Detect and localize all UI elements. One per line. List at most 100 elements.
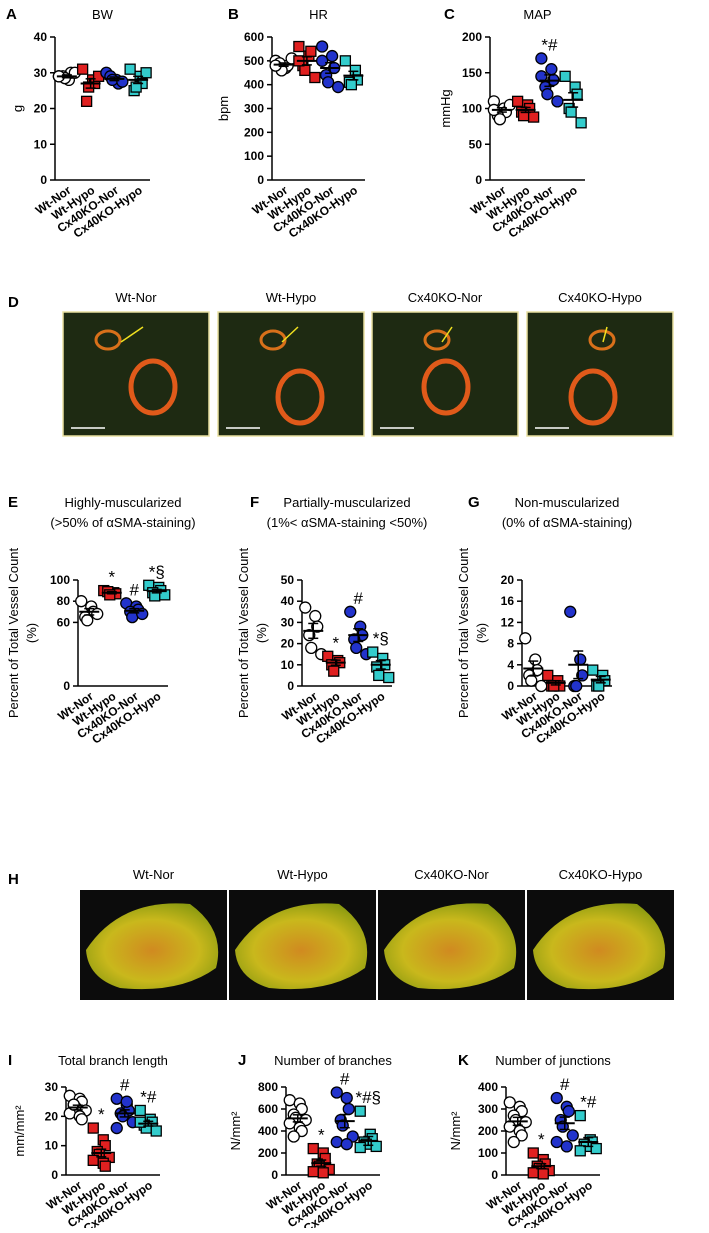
y-tick-label: 50: [469, 137, 483, 151]
data-point: [383, 671, 395, 684]
y-tick-label: 100: [244, 149, 264, 163]
significance-mark: *: [538, 1130, 545, 1149]
panel-label: A: [6, 6, 17, 23]
vessel: [128, 358, 178, 416]
data-point: [507, 1135, 520, 1149]
data-point: [309, 71, 321, 84]
data-point: [80, 95, 93, 107]
data-point: [328, 665, 340, 677]
chart-title: Non-muscularized: [515, 495, 620, 510]
data-point: [134, 1104, 146, 1117]
data-point: [81, 614, 94, 627]
data-point: [307, 1166, 319, 1178]
image-title: Wt-Hypo: [266, 290, 317, 305]
y-tick-label: 0: [51, 1168, 58, 1182]
y-tick-label: 400: [258, 1124, 278, 1138]
data-point: [299, 64, 311, 77]
data-point: [354, 1105, 366, 1117]
y-tick-label: 40: [34, 30, 48, 44]
vessel: [94, 329, 122, 351]
y-tick-label: 300: [244, 102, 264, 116]
data-point: [537, 1168, 549, 1180]
y-axis-label: mm/mm²: [12, 1105, 27, 1157]
data-point: [330, 1135, 343, 1149]
data-point: [550, 1091, 563, 1105]
y-axis-label: mmHg: [438, 89, 453, 127]
chart-title: MAP: [523, 7, 551, 22]
y-tick-label: 16: [501, 594, 515, 608]
significance-mark: *: [332, 633, 339, 652]
lung-cast: [235, 903, 368, 990]
vessel: [588, 329, 616, 351]
y-tick-label: 0: [491, 1168, 498, 1182]
significance-mark: #: [340, 1070, 350, 1089]
y-tick-label: 30: [281, 615, 295, 629]
y-tick-label: 20: [501, 573, 515, 587]
data-point: [331, 80, 345, 94]
data-point: [511, 95, 524, 107]
data-point: [134, 1116, 146, 1128]
image-title: Cx40KO-Nor: [408, 290, 483, 305]
y-tick-label: 10: [281, 658, 295, 672]
y-tick-label: 40: [281, 594, 295, 608]
y-axis-label: g: [10, 105, 25, 112]
y-tick-label: 0: [271, 1168, 278, 1182]
micrograph: [371, 311, 519, 437]
data-point: [340, 1091, 353, 1105]
data-point: [321, 76, 335, 89]
data-point: [317, 1167, 329, 1179]
chart-title: Highly-muscularized: [64, 495, 181, 510]
data-point: [562, 1105, 575, 1118]
y-tick-label: 60: [57, 615, 71, 629]
data-point: [519, 632, 532, 645]
data-point: [493, 113, 507, 126]
y-tick-label: 0: [40, 173, 47, 187]
data-point: [560, 1140, 573, 1153]
y-tick-label: 100: [462, 102, 482, 116]
image-title: Cx40KO-Nor: [414, 867, 489, 882]
data-point: [293, 40, 305, 53]
data-point: [99, 1160, 111, 1172]
data-point: [325, 49, 339, 63]
y-tick-label: 20: [45, 1109, 59, 1123]
data-point: [535, 52, 548, 65]
data-point: [559, 70, 571, 82]
panel-label: D: [8, 294, 19, 311]
data-point: [283, 1094, 296, 1107]
significance-mark: #: [130, 580, 140, 599]
y-tick-label: 200: [462, 30, 482, 44]
significance-mark: #: [354, 589, 364, 608]
y-tick-label: 200: [478, 1124, 498, 1138]
data-point: [75, 595, 88, 608]
y-axis-label: N/mm²: [448, 1111, 463, 1151]
significance-mark: *§: [373, 629, 389, 648]
data-point: [305, 641, 318, 654]
y-tick-label: 0: [475, 173, 482, 187]
data-point: [315, 54, 329, 67]
y-axis-unit: (%): [474, 623, 489, 643]
y-tick-label: 100: [478, 1146, 498, 1160]
data-point: [315, 40, 329, 53]
significance-mark: *: [318, 1126, 325, 1145]
data-point: [535, 70, 548, 83]
chart-title: Number of junctions: [495, 1053, 611, 1068]
data-point: [87, 1122, 99, 1134]
data-point: [574, 1109, 586, 1122]
y-tick-label: 30: [34, 66, 48, 80]
data-point: [342, 1102, 355, 1116]
chart-title: Number of branches: [274, 1053, 392, 1068]
y-tick-label: 300: [478, 1102, 498, 1116]
data-point: [309, 609, 322, 623]
y-tick-label: 4: [507, 658, 514, 672]
chart-subtitle: (1%< αSMA-staining <50%): [267, 515, 428, 530]
panel-label: G: [468, 494, 480, 511]
chart-title: Partially-muscularized: [283, 495, 410, 510]
data-point: [344, 605, 357, 618]
chart-subtitle: (>50% of αSMA-staining): [50, 515, 195, 530]
data-point: [76, 63, 89, 75]
data-point: [541, 88, 554, 101]
y-tick-label: 200: [258, 1146, 278, 1160]
significance-mark: *: [98, 1105, 105, 1124]
